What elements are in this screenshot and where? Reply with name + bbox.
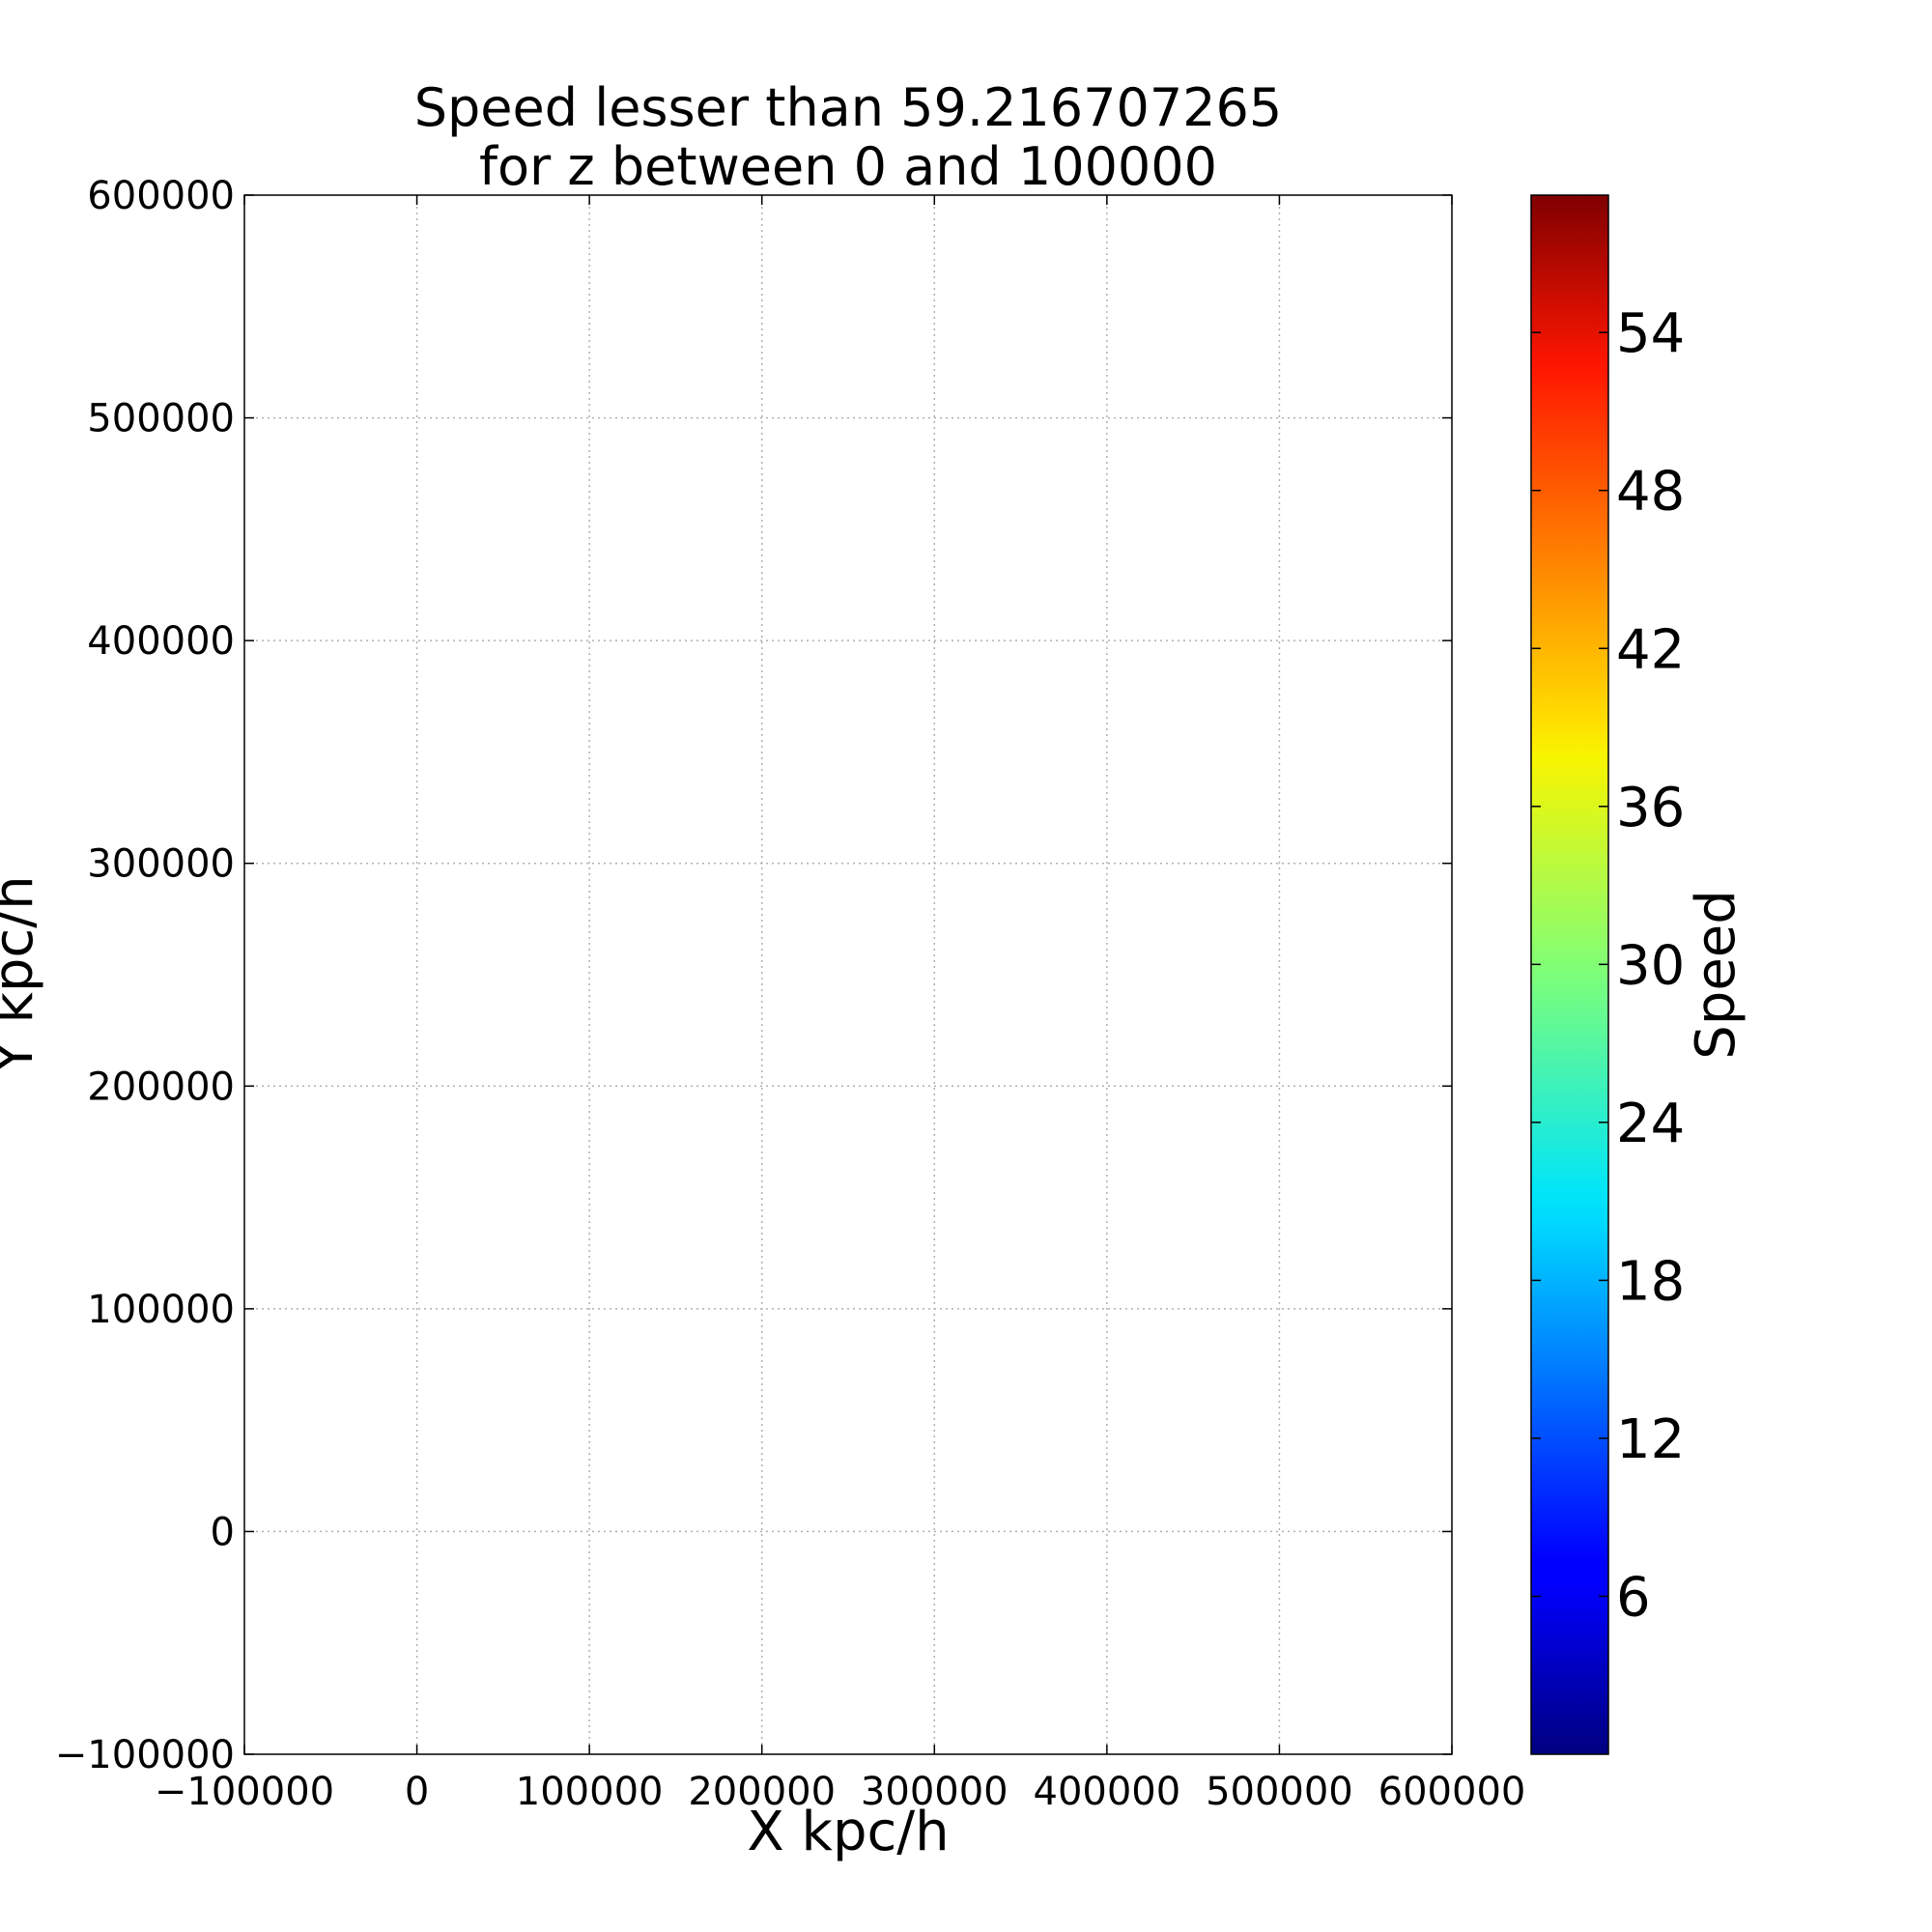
y-tick-label: 600000 — [87, 174, 235, 218]
y-tick-label: 400000 — [87, 619, 235, 664]
chart-title-line2: for z between 0 and 100000 — [479, 136, 1217, 197]
x-axis-ticks: −100000 0 100000 200000 300000 400000 500000 60… — [155, 195, 1525, 1814]
colorbar-tick-label: 6 — [1616, 1566, 1651, 1629]
x-tick-label: 100000 — [516, 1770, 664, 1814]
x-tick-label: 500000 — [1206, 1770, 1353, 1814]
x-tick-label: 600000 — [1378, 1770, 1526, 1814]
colorbar-ticks: 6 12 18 24 30 36 42 48 54 — [1531, 302, 1685, 1629]
y-tick-label: 300000 — [87, 842, 235, 887]
x-tick-label: 0 — [405, 1770, 429, 1814]
x-tick-label: 200000 — [688, 1770, 836, 1814]
colorbar-tick-label: 42 — [1616, 618, 1685, 681]
colorbar-tick-label: 30 — [1616, 934, 1685, 997]
x-axis-label: X kpc/h — [747, 1801, 949, 1863]
x-tick-label: −100000 — [155, 1770, 334, 1814]
y-tick-label: 200000 — [87, 1065, 235, 1109]
chart-title-line1: Speed lesser than 59.216707265 — [414, 77, 1283, 138]
y-axis-ticks: −100000 0 100000 200000 300000 400000 500000 60… — [55, 174, 1452, 1777]
plot-frame — [243, 194, 1453, 1755]
y-axis-label: Y kpc/h — [0, 875, 45, 1074]
y-tick-label: 0 — [211, 1510, 235, 1554]
colorbar-tick-label: 54 — [1616, 302, 1685, 365]
colorbar-tick-label: 48 — [1616, 461, 1685, 524]
grid-lines — [244, 195, 1452, 1754]
colorbar-tick-label: 18 — [1616, 1250, 1685, 1313]
colorbar-tick-label: 24 — [1616, 1093, 1685, 1155]
y-tick-label: 100000 — [87, 1288, 235, 1332]
colorbar-label: Speed — [1685, 890, 1747, 1060]
colorbar-tick-label: 12 — [1616, 1408, 1685, 1471]
x-tick-label: 400000 — [1034, 1770, 1181, 1814]
y-tick-label: −100000 — [55, 1733, 235, 1777]
y-tick-label: 500000 — [87, 397, 235, 441]
colorbar-tick-label: 36 — [1616, 777, 1685, 839]
x-tick-label: 300000 — [861, 1770, 1009, 1814]
colorbar — [1530, 194, 1609, 1755]
